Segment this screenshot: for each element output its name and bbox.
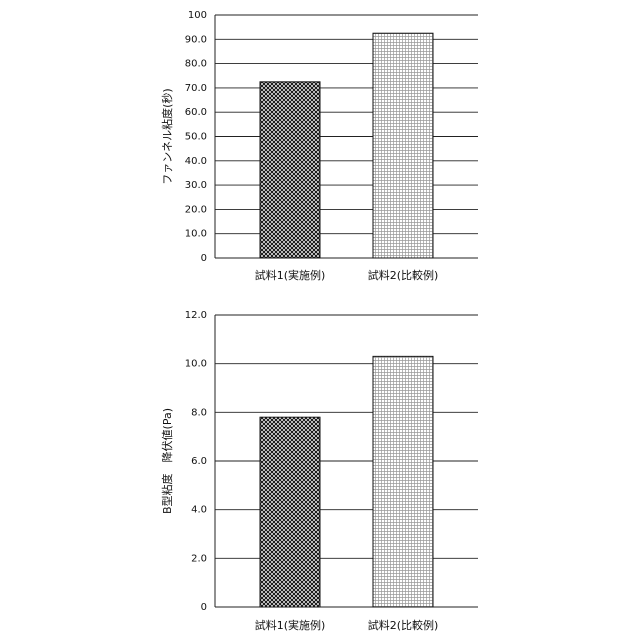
y-tick-label: 80.0 (185, 59, 207, 70)
x-tick-label: 試料1(実施例) (255, 618, 326, 632)
y-tick-label: 100 (188, 10, 207, 21)
page: 0 10.0 20.0 30.0 40.0 50.0 60.0 70.0 80.0 90.0 100… (0, 0, 640, 640)
x-tick-label: 試料2(比較例) (368, 618, 439, 632)
y-tick-label: 40.0 (185, 156, 207, 167)
bar (373, 356, 433, 607)
y-tick-label: 10.0 (185, 359, 207, 370)
y-axis-label: ファンネル粘度(秒) (160, 88, 174, 184)
y-tick-label: 60.0 (185, 107, 207, 118)
bar (373, 33, 433, 258)
y-tick-label: 0 (201, 253, 207, 264)
bar (260, 417, 320, 607)
bar (260, 82, 320, 258)
y-tick-label: 20.0 (185, 204, 207, 215)
y-tick-label: 90.0 (185, 34, 207, 45)
y-tick-label: 2.0 (191, 553, 207, 564)
y-tick-label: 10.0 (185, 229, 207, 240)
y-tick-label: 4.0 (191, 505, 207, 516)
y-axis-label: B型粘度 降伏値(Pa) (160, 408, 174, 514)
chart: 0 10.0 20.0 30.0 40.0 50.0 60.0 70.0 80.0 90.0 100… (0, 0, 640, 640)
y-tick-label: 50.0 (185, 132, 207, 143)
y-tick-label: 30.0 (185, 180, 207, 191)
x-tick-label: 試料2(比較例) (368, 268, 439, 282)
y-tick-label: 8.0 (191, 407, 207, 418)
y-tick-label: 0 (201, 602, 207, 613)
y-tick-label: 70.0 (185, 83, 207, 94)
y-tick-label: 12.0 (185, 310, 207, 321)
x-tick-label: 試料1(実施例) (255, 268, 326, 282)
y-tick-label: 6.0 (191, 456, 207, 467)
